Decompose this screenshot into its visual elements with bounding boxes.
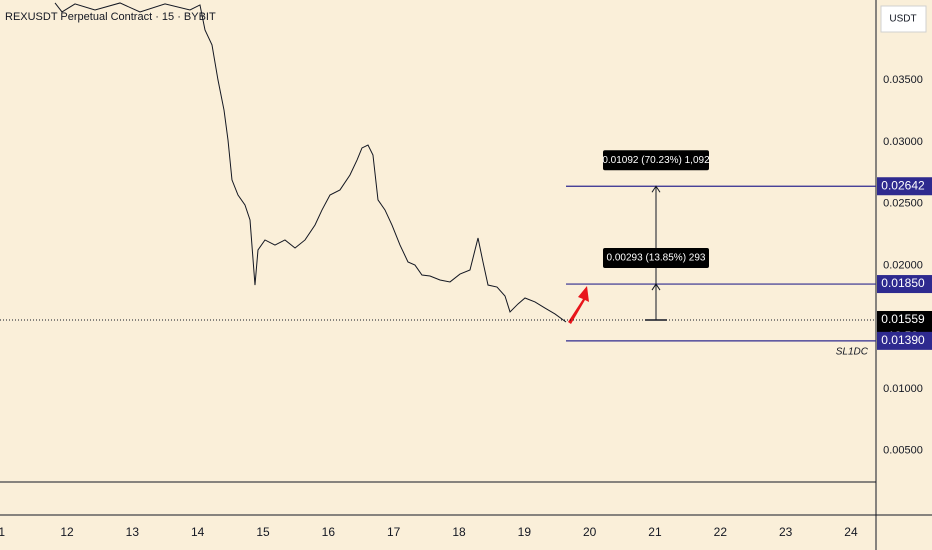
currency[interactable]: USDT <box>889 14 916 25</box>
measure-arrow <box>651 185 661 193</box>
measure-box <box>603 150 709 171</box>
x-tick-label: 14 <box>191 525 205 539</box>
level-label: 0.02642 <box>881 178 925 192</box>
y-tick-label: 0.03000 <box>883 136 923 148</box>
x-tick-label: 1 <box>0 525 5 539</box>
level-note: SL1DC <box>836 347 869 358</box>
level-box <box>877 275 932 294</box>
x-tick-label: 15 <box>256 525 270 539</box>
y-tick-label: 0.03500 <box>883 74 923 86</box>
level-label: 0.01850 <box>881 276 925 290</box>
currency-box[interactable] <box>880 5 927 33</box>
x-tick-label: 23 <box>779 525 793 539</box>
level-box <box>877 177 932 196</box>
x-tick-label: 17 <box>387 525 401 539</box>
x-tick-label: 24 <box>844 525 858 539</box>
x-tick-label: 21 <box>648 525 662 539</box>
x-tick-label: 20 <box>583 525 597 539</box>
x-tick-label: 16 <box>322 525 336 539</box>
level-box <box>877 331 932 350</box>
chart-title: REXUSDT Perpetual Contract · 15 · BYBIT <box>5 11 216 23</box>
x-tick-label: 13 <box>126 525 140 539</box>
price-line <box>54 2 567 323</box>
measure-box <box>603 248 709 269</box>
y-tick-label: 0.01000 <box>883 383 923 395</box>
x-tick-label: 19 <box>518 525 532 539</box>
level-label: 0.01390 <box>881 333 925 347</box>
red-arrow <box>568 286 589 324</box>
x-tick-label: 18 <box>452 525 466 539</box>
measure-arrow <box>651 283 661 291</box>
x-tick-label: 12 <box>60 525 74 539</box>
last-price-label: 0.01559 <box>881 312 925 326</box>
y-tick-label: 0.02000 <box>883 259 923 271</box>
x-tick-label: 22 <box>714 525 728 539</box>
measure-label: 0.00293 (13.85%) 293 <box>607 253 706 264</box>
measure-label: 0.01092 (70.23%) 1,092 <box>602 155 710 166</box>
y-tick-label: 0.00500 <box>883 445 923 457</box>
y-tick-label: 0.02500 <box>883 198 923 210</box>
